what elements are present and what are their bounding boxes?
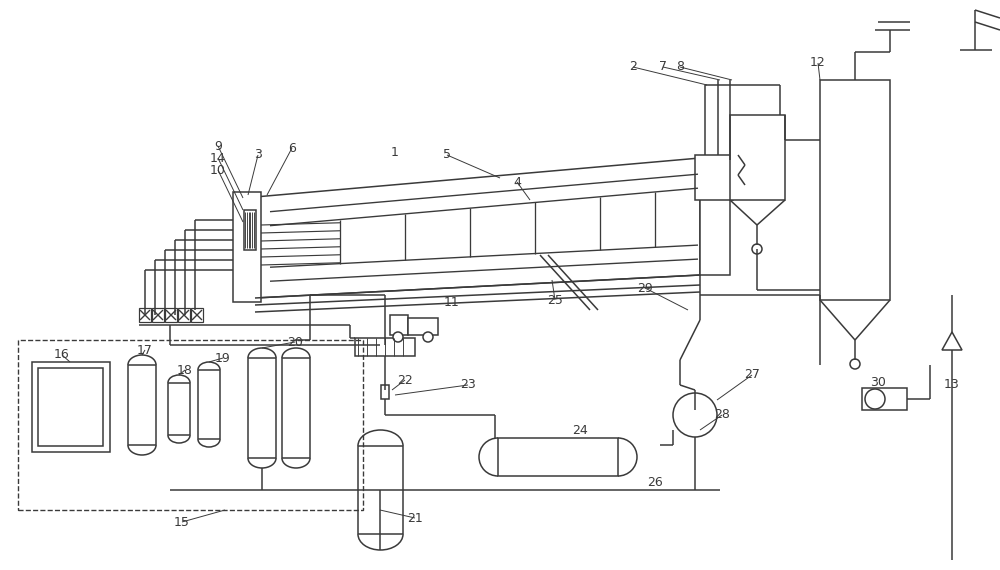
Bar: [730, 115, 785, 200]
Bar: [408, 318, 438, 335]
Text: 21: 21: [407, 511, 423, 524]
Polygon shape: [942, 332, 962, 350]
Bar: [152, 308, 164, 322]
Bar: [700, 195, 730, 275]
Bar: [248, 358, 276, 458]
Text: 15: 15: [174, 515, 190, 528]
Text: 12: 12: [810, 56, 826, 70]
Text: 10: 10: [210, 164, 226, 177]
Bar: [695, 155, 733, 200]
Bar: [32, 362, 110, 452]
Text: 25: 25: [547, 294, 563, 307]
Bar: [282, 358, 310, 458]
Circle shape: [752, 244, 762, 254]
Bar: [862, 388, 907, 410]
Bar: [355, 338, 415, 356]
Text: 13: 13: [944, 378, 960, 392]
Text: 29: 29: [637, 282, 653, 295]
Text: 3: 3: [254, 149, 262, 161]
Text: 2: 2: [629, 60, 637, 74]
Text: 18: 18: [177, 364, 193, 377]
Circle shape: [673, 393, 717, 437]
Polygon shape: [255, 158, 700, 298]
Bar: [139, 308, 151, 322]
Bar: [165, 308, 177, 322]
Text: 5: 5: [443, 149, 451, 161]
Text: 8: 8: [676, 60, 684, 74]
Text: 28: 28: [714, 409, 730, 421]
Text: 4: 4: [513, 176, 521, 189]
Text: 16: 16: [54, 348, 70, 361]
Text: 24: 24: [572, 424, 588, 437]
Bar: [244, 210, 256, 250]
Text: 9: 9: [214, 140, 222, 153]
Bar: [820, 80, 890, 300]
Text: 22: 22: [397, 373, 413, 386]
Bar: [38, 368, 103, 446]
Circle shape: [423, 332, 433, 342]
Text: 6: 6: [288, 141, 296, 154]
Text: 30: 30: [870, 376, 886, 389]
Bar: [390, 315, 408, 335]
Bar: [168, 382, 190, 435]
Bar: [178, 308, 190, 322]
Circle shape: [850, 359, 860, 369]
Bar: [358, 446, 403, 534]
Text: 23: 23: [460, 378, 476, 392]
Text: 17: 17: [137, 344, 153, 356]
Bar: [128, 365, 156, 445]
Bar: [498, 438, 618, 476]
Bar: [381, 385, 389, 399]
Text: 20: 20: [287, 336, 303, 348]
Bar: [191, 308, 203, 322]
Circle shape: [689, 409, 701, 421]
Text: 19: 19: [215, 352, 231, 364]
Circle shape: [865, 389, 885, 409]
Bar: [198, 370, 220, 439]
Bar: [233, 192, 261, 302]
Text: 14: 14: [210, 152, 226, 165]
Text: 26: 26: [647, 475, 663, 488]
Text: 7: 7: [659, 60, 667, 74]
Circle shape: [393, 332, 403, 342]
Bar: [18, 340, 363, 510]
Text: 27: 27: [744, 368, 760, 381]
Text: 1: 1: [391, 145, 399, 158]
Text: 11: 11: [444, 295, 460, 308]
